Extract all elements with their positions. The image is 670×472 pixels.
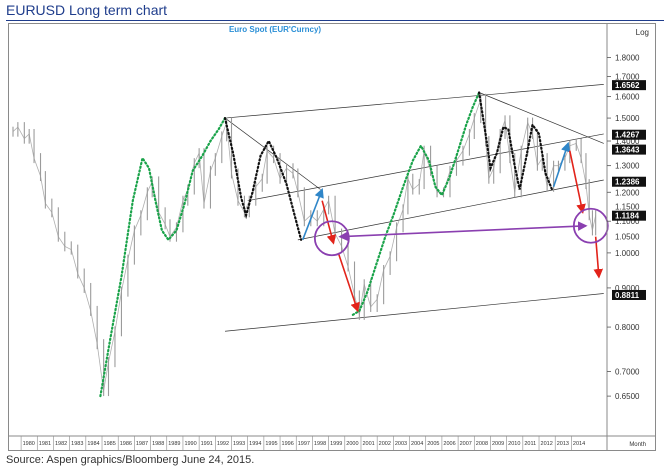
axis-layer: 1.8000 1.7000 1.6000 1.5000 1.4000 1.3000 1.20…	[9, 24, 655, 450]
y-tick-label: 1.1000	[615, 217, 640, 226]
level-label: 1.1184	[615, 212, 640, 221]
circle-annotations	[313, 207, 609, 257]
level-box	[612, 144, 646, 155]
level-label: 1.4267	[615, 131, 640, 140]
highlight-circle	[313, 220, 350, 257]
x-tick-label: 2004	[411, 441, 423, 447]
y-tick-label: 1.6000	[615, 93, 640, 102]
x-tick-label: 2007	[460, 441, 472, 447]
x-tick-label: 2010	[508, 441, 520, 447]
purple-double-arrow	[338, 221, 588, 242]
arrow-annotations	[301, 141, 604, 313]
x-tick-label: 1983	[71, 441, 83, 447]
x-tick-label: 2009	[492, 441, 504, 447]
x-tick-label: 1993	[233, 441, 245, 447]
y-tick-label: 1.8000	[615, 53, 640, 62]
x-tick-label: 2008	[476, 441, 488, 447]
x-tick-label: 1985	[104, 441, 116, 447]
trend-channel-line	[224, 84, 604, 119]
blue-arrow	[301, 188, 324, 241]
trend-channel-line	[247, 133, 604, 202]
level-label: 1.2386	[615, 178, 640, 187]
channel-lines	[224, 84, 604, 332]
x-tick-label: 2002	[379, 441, 391, 447]
source-note: Source: Aspen graphics/Bloomberg June 24…	[6, 454, 255, 466]
price-series	[12, 93, 597, 397]
x-tick-label: 1981	[39, 441, 51, 447]
highlight-circle	[572, 207, 609, 244]
x-tick-label: 1984	[87, 441, 99, 447]
x-tick-label: 1987	[136, 441, 148, 447]
level-label: 1.3643	[615, 146, 640, 155]
red-arrow	[568, 150, 586, 214]
x-tick-label: 1991	[201, 441, 213, 447]
scale-label: Log	[636, 28, 649, 37]
x-tick-label: 2003	[395, 441, 407, 447]
x-tick-label: 1996	[282, 441, 294, 447]
x-tick-label: 2001	[362, 441, 374, 447]
x-tick-label: 2012	[541, 441, 553, 447]
trend-channel-line	[297, 179, 604, 241]
y-tick-label: 0.7000	[615, 367, 640, 376]
y-tick-label: 1.3000	[615, 162, 640, 171]
x-tick-label: 2006	[443, 441, 455, 447]
x-tick-label: 1989	[168, 441, 180, 447]
level-label: 1.6562	[615, 81, 640, 90]
x-tick-label: 1982	[55, 441, 67, 447]
x-tick-label: 1994	[249, 441, 261, 447]
black-wave-path	[223, 117, 303, 241]
level-box	[612, 129, 646, 140]
y-tick-label: 0.8000	[615, 323, 640, 332]
y-tick-label: 1.4000	[615, 137, 640, 146]
eurusd-chart: 1.8000 1.7000 1.6000 1.5000 1.4000 1.3000 1.20…	[9, 24, 655, 450]
x-tick-label: 1988	[152, 441, 164, 447]
x-tick-label: 1986	[120, 441, 132, 447]
red-arrow	[593, 236, 604, 279]
x-tick-label: 2000	[346, 441, 358, 447]
y-tick-label: 1.7000	[615, 72, 640, 81]
level-box	[612, 289, 646, 300]
x-tick-label: 1997	[298, 441, 310, 447]
x-tick-label: 2005	[427, 441, 439, 447]
green-wave-path	[351, 91, 481, 316]
y-tick-label: 0.6500	[615, 392, 640, 401]
level-box	[612, 210, 646, 221]
level-box	[612, 80, 646, 91]
red-arrow	[337, 252, 360, 313]
wave-annotations	[99, 91, 554, 398]
y-tick-label-partial: 1.0500	[615, 233, 640, 242]
black-wave-path	[478, 91, 554, 191]
y-tick-label-partial: 1.1500	[615, 202, 640, 211]
title-underline	[6, 20, 664, 21]
x-tick-label: 1998	[314, 441, 326, 447]
chart-title: Euro Spot (EUR'Curncy)	[229, 25, 321, 34]
x-tick-label: 1980	[23, 441, 35, 447]
chart-frame: 1.8000 1.7000 1.6000 1.5000 1.4000 1.3000 1.20…	[8, 23, 656, 451]
trend-channel-line	[479, 92, 604, 144]
trend-channel-line	[224, 293, 604, 332]
trend-channel-line	[224, 117, 321, 190]
x-tick-label: 2011	[524, 441, 536, 447]
price-line	[12, 98, 597, 392]
x-tick-label: 1992	[217, 441, 229, 447]
y-tick-label: 1.0000	[615, 249, 640, 258]
y-tick-label: 0.9000	[615, 284, 640, 293]
x-tick-label: 1995	[265, 441, 277, 447]
blue-arrow	[552, 141, 571, 188]
level-label: 0.8811	[615, 291, 640, 300]
x-tick-label: 2013	[557, 441, 569, 447]
level-box	[612, 176, 646, 187]
x-tick-label: 1990	[184, 441, 196, 447]
x-tick-label: 2014	[573, 441, 585, 447]
document-title: EURUSD Long term chart	[6, 2, 168, 18]
y-tick-label: 1.2000	[615, 188, 640, 197]
x-axis-label: Month	[629, 442, 646, 448]
x-tick-label: 1999	[330, 441, 342, 447]
y-tick-label: 1.5000	[615, 114, 640, 123]
green-wave-path	[99, 117, 227, 398]
